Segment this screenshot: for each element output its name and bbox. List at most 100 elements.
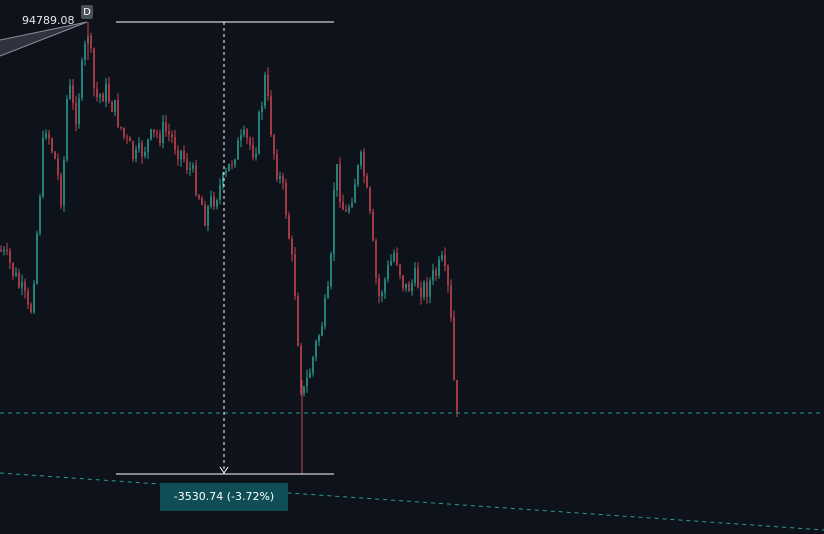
candle-part bbox=[114, 99, 116, 112]
candle-part bbox=[414, 268, 416, 283]
candle-part bbox=[441, 255, 443, 260]
candle-part bbox=[153, 129, 155, 133]
candle-part bbox=[57, 158, 59, 176]
candle-part bbox=[393, 252, 395, 262]
candle-part bbox=[228, 163, 230, 172]
candle-part bbox=[168, 131, 170, 135]
candle-part bbox=[108, 83, 110, 102]
candle-part bbox=[297, 296, 299, 346]
trend-line bbox=[0, 21, 88, 41]
candle-part bbox=[54, 151, 56, 159]
candle-part bbox=[453, 317, 455, 381]
candle-part bbox=[339, 164, 341, 202]
candle-part bbox=[324, 298, 326, 326]
trend-line bbox=[0, 21, 88, 57]
candle-part bbox=[15, 272, 17, 276]
badge-box bbox=[81, 5, 93, 19]
candle-part bbox=[420, 287, 422, 298]
candle-part bbox=[330, 254, 332, 287]
candle-part bbox=[66, 98, 68, 160]
candle-part bbox=[411, 282, 413, 292]
candle-part bbox=[126, 136, 128, 138]
candle-part bbox=[117, 99, 119, 127]
candle-part bbox=[3, 249, 5, 252]
candle-part bbox=[33, 283, 35, 313]
change-box bbox=[160, 483, 288, 511]
candle-part bbox=[417, 268, 419, 288]
candle-part bbox=[138, 142, 140, 150]
candle-part bbox=[450, 285, 452, 318]
candle-part bbox=[435, 270, 437, 276]
candle-part bbox=[405, 283, 407, 289]
candle-part bbox=[111, 101, 113, 112]
candle-part bbox=[84, 43, 86, 61]
candle-part bbox=[99, 94, 101, 97]
candle-part bbox=[426, 282, 428, 297]
candle-part bbox=[402, 275, 404, 289]
candle-part bbox=[198, 195, 200, 199]
candle-part bbox=[93, 48, 95, 89]
candle-part bbox=[303, 386, 305, 394]
candle-part bbox=[447, 266, 449, 286]
candle-part bbox=[327, 286, 329, 299]
candle-part bbox=[306, 377, 308, 387]
candle-part bbox=[69, 85, 71, 99]
candle-part bbox=[213, 196, 215, 207]
candle-part bbox=[195, 165, 197, 196]
candle-part bbox=[444, 255, 446, 267]
candle-part bbox=[24, 282, 26, 291]
candle-part bbox=[192, 165, 194, 169]
candle-part bbox=[294, 254, 296, 297]
candle-part bbox=[288, 214, 290, 239]
change-label: -3530.74 (-3.72%) bbox=[174, 490, 274, 503]
candle-part bbox=[156, 132, 158, 134]
candle-part bbox=[285, 182, 287, 215]
candle-part bbox=[201, 198, 203, 206]
candle-part bbox=[261, 106, 263, 113]
candle-part bbox=[231, 163, 233, 165]
candle-part bbox=[432, 270, 434, 281]
candle-part bbox=[321, 325, 323, 336]
candle-part bbox=[6, 249, 8, 251]
candle-part bbox=[18, 272, 20, 288]
candle-part bbox=[132, 141, 134, 159]
candle-part bbox=[204, 205, 206, 227]
candle-part bbox=[147, 139, 149, 152]
candle-part bbox=[315, 341, 317, 358]
candle-part bbox=[90, 35, 92, 49]
trend-line-dashed bbox=[0, 472, 824, 531]
candle-part bbox=[60, 175, 62, 206]
candle-part bbox=[240, 135, 242, 141]
candle-part bbox=[366, 175, 368, 188]
candle-part bbox=[183, 150, 185, 160]
candle-part bbox=[234, 159, 236, 165]
candle-part bbox=[45, 133, 47, 138]
candle-part bbox=[291, 238, 293, 255]
candle-part bbox=[207, 206, 209, 227]
candle-part bbox=[243, 129, 245, 136]
candle-part bbox=[123, 127, 125, 137]
candle-part bbox=[384, 279, 386, 293]
candle-part bbox=[210, 196, 212, 207]
candle-part bbox=[78, 98, 80, 125]
candle-part bbox=[75, 103, 77, 125]
measure-arrow bbox=[219, 466, 229, 474]
candle-part bbox=[258, 112, 260, 154]
candle-part bbox=[249, 138, 251, 145]
candle-part bbox=[408, 283, 410, 292]
candle-part bbox=[360, 152, 362, 166]
candle-part bbox=[351, 202, 353, 208]
candle-part bbox=[105, 83, 107, 102]
candle-part bbox=[30, 304, 32, 313]
candle-part bbox=[219, 185, 221, 200]
candle-part bbox=[21, 282, 23, 288]
candle-part bbox=[144, 151, 146, 157]
candle-part bbox=[225, 171, 227, 174]
candle-part bbox=[27, 290, 29, 305]
candle-part bbox=[270, 95, 272, 135]
candle-part bbox=[120, 126, 122, 128]
candle-part bbox=[96, 88, 98, 97]
candle-part bbox=[141, 142, 143, 157]
candle-part bbox=[48, 133, 50, 139]
